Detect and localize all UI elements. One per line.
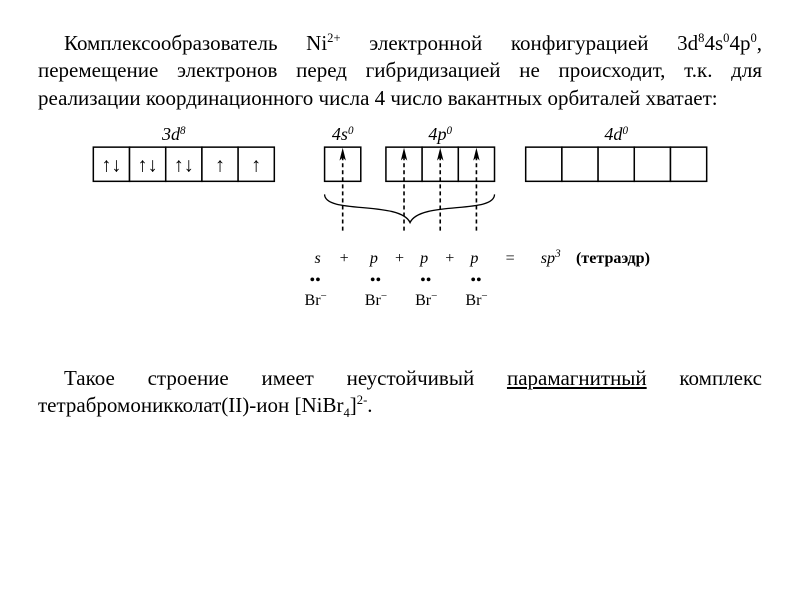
p2-pre: Такое строение имеет неустойчивый (64, 366, 507, 390)
p2-sup: 2- (357, 393, 368, 407)
svg-text:=: = (506, 250, 515, 267)
svg-text:••: •• (310, 272, 321, 289)
svg-text:p: p (369, 250, 378, 267)
svg-text:↑↓: ↑↓ (174, 154, 194, 176)
svg-text:(тетраэдр): (тетраэдр) (576, 250, 650, 267)
p2-underlined: парамагнитный (507, 366, 647, 390)
conclusion-paragraph: Такое строение имеет неустойчивый парама… (38, 365, 762, 422)
svg-text:↑: ↑ (251, 154, 261, 176)
p2-post2: ] (350, 393, 357, 417)
svg-text:4d0: 4d0 (604, 124, 628, 144)
svg-text:+: + (340, 250, 349, 267)
svg-text:••: •• (470, 272, 481, 289)
svg-text:+: + (395, 250, 404, 267)
svg-text:↑: ↑ (215, 154, 225, 176)
svg-text:↑↓: ↑↓ (138, 154, 158, 176)
svg-text:Br−: Br− (465, 290, 487, 309)
orbitals-4d (526, 147, 707, 181)
svg-text:Br−: Br− (415, 290, 437, 309)
p2-post3: . (367, 393, 372, 417)
p1-t2: электронной конфигурацией 3d (341, 31, 699, 55)
svg-text:p: p (419, 250, 428, 267)
p1-sup1: 2+ (327, 31, 340, 45)
svg-text:+: + (445, 250, 454, 267)
ligands: •• Br− •• Br− •• Br− •• Br− (304, 272, 487, 309)
svg-text:p: p (469, 250, 478, 267)
brace (325, 194, 495, 222)
p1-t4: 4s (704, 31, 723, 55)
intro-paragraph: Комплексообразователь Ni2+ электронной к… (38, 30, 762, 112)
orbital-diagram: 3d8 4s0 4p0 4d0 ↑↓ ↑↓ ↑↓ ↑ ↑ (38, 122, 762, 353)
svg-text:s: s (315, 250, 321, 267)
svg-text:3d8: 3d8 (161, 124, 186, 144)
svg-text:4s0: 4s0 (332, 124, 354, 144)
svg-text:••: •• (420, 272, 431, 289)
svg-text:••: •• (370, 272, 381, 289)
svg-text:↑↓: ↑↓ (101, 154, 121, 176)
svg-text:Br−: Br− (304, 290, 326, 309)
p1-t0: Комплексообразователь Ni (64, 31, 327, 55)
svg-text:sp3: sp3 (541, 248, 561, 267)
svg-text:4p0: 4p0 (428, 124, 452, 144)
svg-text:Br−: Br− (365, 290, 387, 309)
p1-t6: 4p (729, 31, 750, 55)
